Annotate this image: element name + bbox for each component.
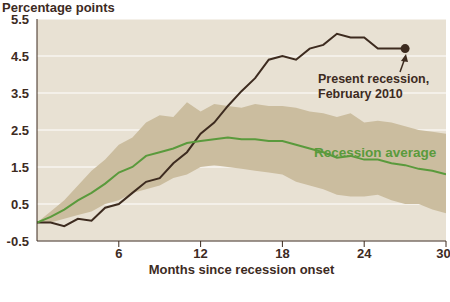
html-text:Percentage points: Percentage points — [2, 0, 115, 15]
svg-text:1.5: 1.5 — [11, 160, 29, 175]
svg-text:6: 6 — [115, 246, 122, 261]
svg-text:-0.5: -0.5 — [8, 234, 29, 249]
svg-text:12: 12 — [193, 246, 207, 261]
html-text:Recession average: Recession average — [314, 145, 437, 160]
svg-text:30: 30 — [436, 246, 442, 261]
svg-text:3.5: 3.5 — [11, 86, 29, 101]
svg-text:5.5: 5.5 — [10, 11, 29, 27]
html-text:February 2010: February 2010 — [318, 87, 403, 101]
svg-text:24: 24 — [357, 246, 372, 261]
svg-text:2.5: 2.5 — [11, 123, 29, 138]
svg-text:Months since recession onset: Months since recession onset — [149, 262, 335, 277]
svg-text:18: 18 — [275, 246, 289, 261]
svg-text:4.5: 4.5 — [11, 49, 29, 64]
html-text:Present recession,: Present recession, — [318, 72, 430, 86]
svg-text:0.5: 0.5 — [11, 197, 29, 212]
